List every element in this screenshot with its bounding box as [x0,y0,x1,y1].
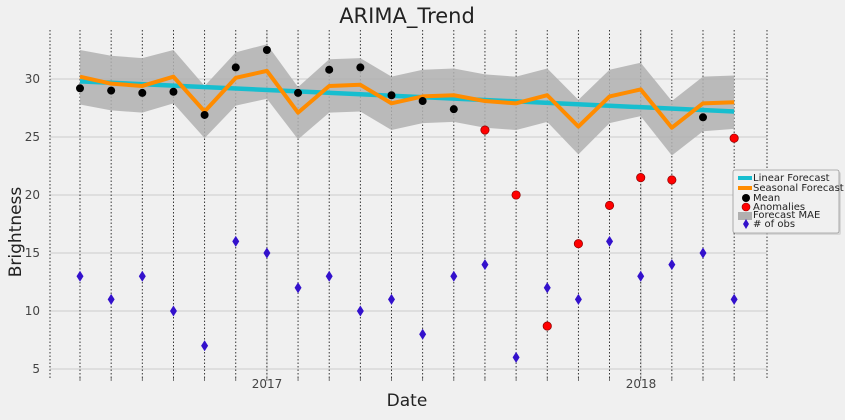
y-tick-label: 5 [32,362,40,376]
mean-point [262,46,271,54]
seasonal-forecast-line [79,68,735,130]
n-obs-point [606,235,614,247]
mean-point [200,110,209,119]
mean-point [107,86,116,95]
chart-title: ARIMA_Trend [339,4,475,29]
legend: Linear Forecast Seasonal Forecast Mean A… [732,169,844,235]
n-obs-point [294,282,302,294]
legend-forecast-mae-label: Forecast MAE [753,210,820,221]
n-obs-point [138,270,146,282]
forecast-lines-layer [79,68,735,130]
y-tick-label: 15 [25,246,40,260]
legend-mean-label: Mean [753,193,780,204]
legend-linear-forecast-label: Linear Forecast [753,173,830,184]
n-obs-point [512,351,520,363]
legend-anomalies-label: Anomalies [753,202,805,213]
anomaly-point [511,190,521,200]
n-obs-point [450,270,458,282]
legend-anomalies-swatch [741,202,751,212]
x-axis-title: Date [387,391,428,411]
legend-forecast-mae-swatch [738,212,752,220]
anomaly-point [636,173,646,183]
x-tick-label: 2018 [626,377,657,391]
n-obs-point [76,270,84,282]
anomaly-point [573,239,583,249]
n-obs-point [263,247,271,259]
mean-point [449,105,458,114]
mean-point [169,87,178,96]
legend-n-obs-swatch [743,219,749,229]
n-obs-point [543,282,551,294]
n-obs-point [668,259,676,271]
n-obs-point [356,305,364,317]
mean-point [294,88,303,97]
n-obs-point [699,247,707,259]
n-obs-point [730,293,738,305]
legend-frame [732,169,840,234]
linear-forecast-line [79,79,735,114]
x-tick-label: 2017 [252,377,283,391]
n-obs-point [325,270,333,282]
y-tick-label: 20 [25,188,40,202]
mean-point [418,97,427,106]
mean-point [325,65,334,74]
n-obs-point [419,328,427,340]
y-axis-title: Brightness [6,187,26,278]
y-tick-label: 10 [25,304,40,318]
n-obs-point [107,293,115,305]
y-tick-label: 25 [25,130,40,144]
legend-mean-swatch [742,194,750,202]
anomaly-point [480,125,490,135]
mean-point [138,88,147,97]
mean-point [387,91,396,100]
mean-point [76,84,84,93]
ticks-layer: 5 10 15 20 25 30 2017 2018 [25,72,735,391]
n-obs-point [201,340,209,352]
markers-layer [76,46,739,363]
n-obs-point [169,305,177,317]
anomaly-point [542,321,552,331]
mean-point [231,63,240,72]
n-obs-point [481,259,489,271]
anomaly-point [667,175,677,185]
y-tick-label: 30 [25,72,40,86]
n-obs-point [232,235,240,247]
anomaly-point [729,133,739,143]
legend-n-obs-label: # of obs [753,219,795,230]
mean-point [699,113,707,122]
legend-seasonal-forecast-label: Seasonal Forecast [753,183,844,194]
n-obs-point [574,293,582,305]
mean-point [356,63,365,72]
anomaly-point [604,200,615,210]
n-obs-point [637,270,645,282]
n-obs-point [388,293,395,305]
